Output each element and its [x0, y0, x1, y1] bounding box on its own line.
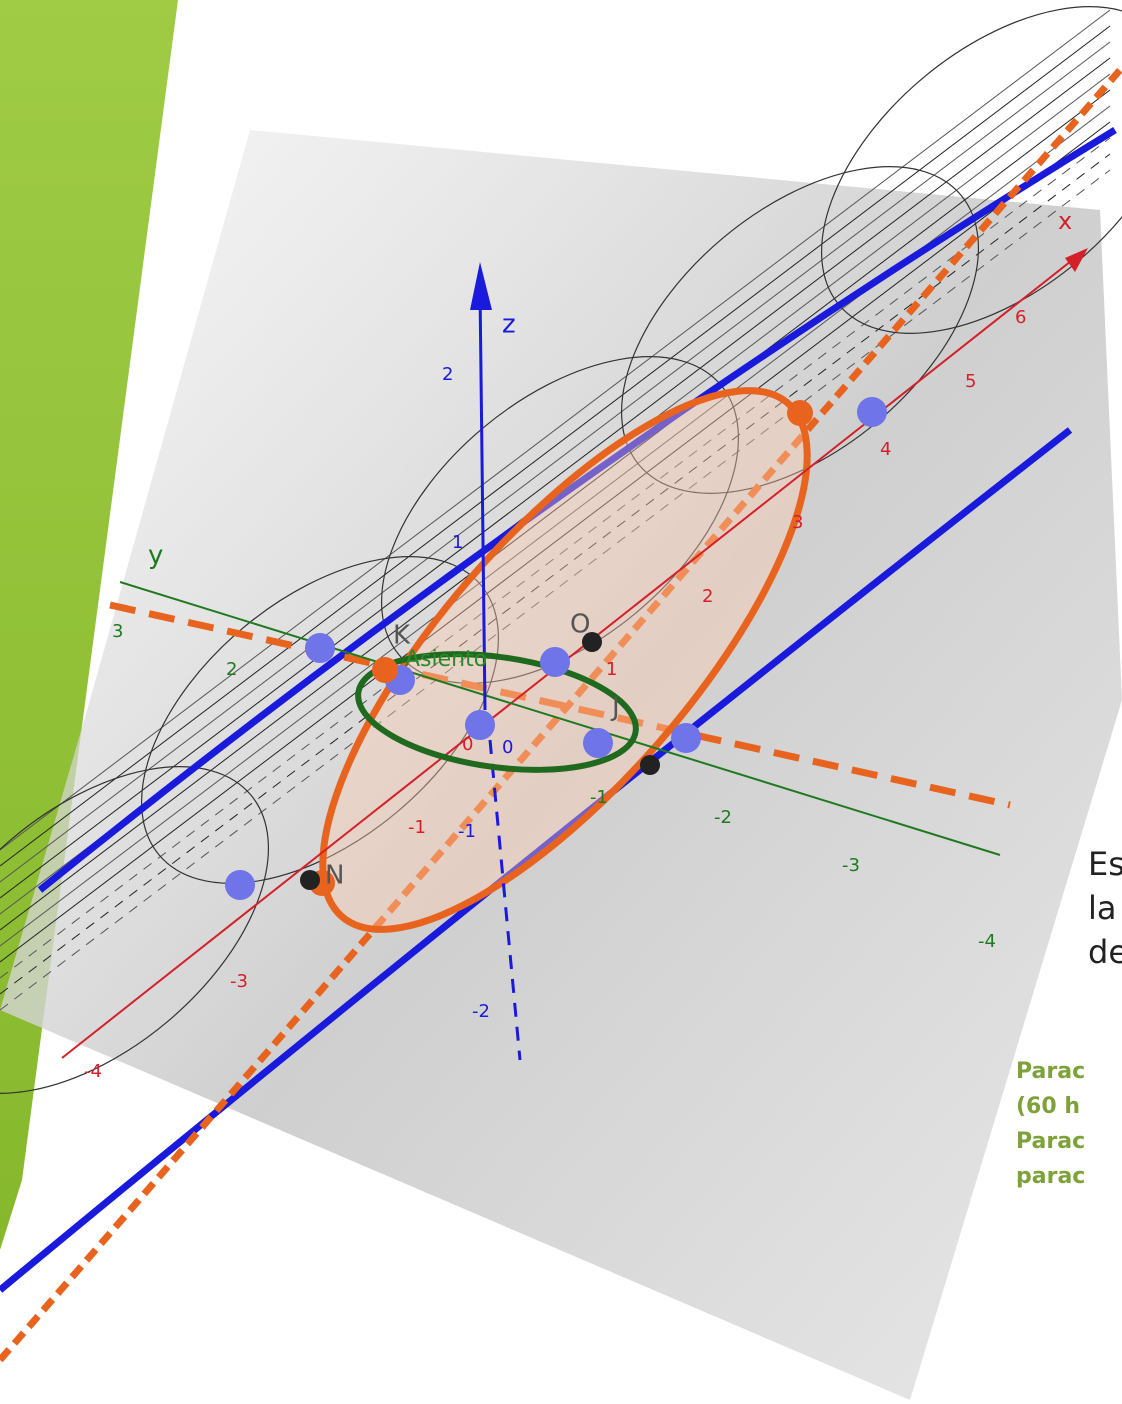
- point-label: Asiento: [405, 647, 487, 672]
- cylinder-line: [0, 137, 1111, 979]
- y-tick-label: -4: [978, 931, 996, 952]
- z-tick-label: -2: [472, 1001, 490, 1022]
- cylinder-line: [0, 41, 1111, 883]
- x-tick-label: 0: [462, 734, 473, 755]
- cylinder-line: [0, 9, 1111, 851]
- green-ellipse: [355, 651, 639, 773]
- cylinder-line: [0, 57, 1111, 899]
- x-tick-label: -3: [230, 971, 248, 992]
- y-tick-label: -2: [714, 807, 732, 828]
- blue-point: [857, 397, 887, 427]
- y-tick-label: -1: [590, 787, 608, 808]
- xy-plane: [0, 130, 1122, 1400]
- blue-point: [305, 633, 335, 663]
- body-text: Es: [1088, 845, 1122, 883]
- axis-label: y: [148, 541, 163, 571]
- black-point: [300, 870, 320, 890]
- axis-label: x: [1058, 207, 1072, 235]
- point-label: J: [610, 693, 620, 723]
- y-axis: [119, 581, 1001, 856]
- body-text: de: [1088, 933, 1122, 971]
- cylinder-ring: [140, 556, 500, 884]
- note-text: Parac: [1016, 1059, 1085, 1084]
- axis-label: z: [502, 310, 516, 340]
- note-text: parac: [1016, 1164, 1085, 1189]
- blue-point: [540, 647, 570, 677]
- cylinder-line: [0, 169, 1111, 1011]
- cylinder-line: [0, 121, 1111, 963]
- z-tick-label: 0: [502, 737, 513, 758]
- orange-point: [787, 400, 813, 426]
- x-tick-label: 3: [792, 512, 803, 533]
- blue-line: [0, 427, 1073, 1293]
- z-axis: [478, 289, 487, 711]
- z-tick-label: 2: [442, 364, 453, 385]
- blue-line: [37, 127, 1117, 893]
- y-tick-label: 3: [112, 621, 123, 642]
- body-text: la: [1088, 889, 1117, 927]
- orange-dashed-line: [109, 601, 1011, 809]
- cylinder-line: [0, 25, 1111, 867]
- z-axis-dashed: [488, 739, 522, 1061]
- x-tick-label: 6: [1015, 307, 1026, 328]
- x-tick-label: 4: [880, 439, 891, 460]
- black-point: [582, 632, 602, 652]
- x-axis: [61, 249, 1086, 1059]
- x-tick-label: -1: [408, 817, 426, 838]
- blue-point: [465, 710, 495, 740]
- cylinder-ring: [0, 766, 270, 1094]
- note-text: (60 h: [1016, 1094, 1080, 1119]
- x-tick-label: 2: [702, 586, 713, 607]
- x-tick-label: 1: [606, 659, 617, 680]
- point-label: O: [570, 610, 590, 640]
- note-text: Parac: [1016, 1129, 1085, 1154]
- x-tick-label: 5: [965, 371, 976, 392]
- cylinder-line: [0, 89, 1111, 931]
- black-point: [640, 755, 660, 775]
- blue-point: [671, 723, 701, 753]
- x-arrow: [1065, 248, 1088, 272]
- x-tick-label: -4: [84, 1061, 102, 1082]
- blue-point: [225, 870, 255, 900]
- z-tick-label: 1: [452, 532, 463, 553]
- y-tick-label: 2: [226, 659, 237, 680]
- y-tick-label: -3: [842, 855, 860, 876]
- z-tick-label: -1: [458, 821, 476, 842]
- z-arrow: [470, 262, 492, 310]
- blue-point: [583, 728, 613, 758]
- orange-point: [372, 657, 398, 683]
- point-label: N: [325, 861, 344, 891]
- point-label: K: [393, 621, 411, 651]
